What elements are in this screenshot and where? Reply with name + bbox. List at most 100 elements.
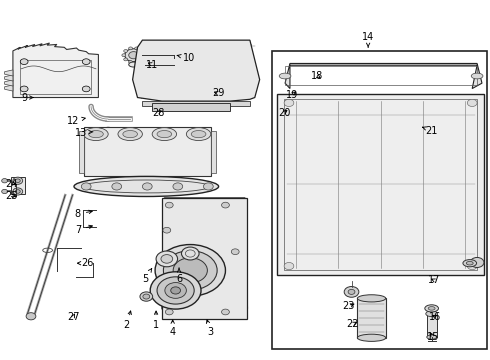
Text: 17: 17 [428,275,441,285]
Ellipse shape [105,130,111,134]
Ellipse shape [152,128,176,140]
Text: 15: 15 [427,332,440,342]
Bar [277,94,485,275]
Text: 22: 22 [346,319,359,329]
Bar [152,103,230,111]
Ellipse shape [293,115,303,122]
Polygon shape [133,40,260,101]
Bar [84,127,211,176]
Ellipse shape [140,292,153,301]
Text: 9: 9 [21,93,33,103]
Ellipse shape [157,131,171,138]
Ellipse shape [163,251,217,290]
Text: 16: 16 [429,312,441,322]
Ellipse shape [425,305,439,312]
Ellipse shape [466,261,473,265]
Bar [284,99,477,270]
Ellipse shape [124,50,128,53]
Ellipse shape [82,86,90,92]
Text: 6: 6 [176,268,182,284]
Ellipse shape [81,183,91,190]
Ellipse shape [124,58,128,61]
Polygon shape [162,198,247,319]
Ellipse shape [181,247,199,260]
Ellipse shape [165,283,186,298]
Bar [211,131,216,173]
Text: 18: 18 [311,71,323,81]
Ellipse shape [284,262,294,270]
Ellipse shape [165,202,173,208]
Text: 24: 24 [5,179,18,189]
Polygon shape [4,70,13,76]
Ellipse shape [84,128,108,140]
Bar [357,298,386,338]
Ellipse shape [357,334,386,341]
Ellipse shape [123,131,138,138]
Ellipse shape [427,335,437,339]
Ellipse shape [186,128,211,140]
Ellipse shape [13,188,23,195]
Ellipse shape [348,289,355,294]
Polygon shape [285,63,482,89]
Ellipse shape [471,73,483,79]
Ellipse shape [463,260,477,267]
Text: 25: 25 [5,191,18,201]
Ellipse shape [285,116,303,129]
Polygon shape [13,43,98,98]
Bar [285,66,477,85]
Ellipse shape [143,183,152,190]
Ellipse shape [467,99,477,107]
Ellipse shape [231,249,239,255]
Ellipse shape [1,179,7,183]
Ellipse shape [467,262,477,270]
Bar [11,177,25,194]
Ellipse shape [112,183,122,190]
Text: 12: 12 [67,116,85,126]
Ellipse shape [470,257,484,267]
Text: 2: 2 [123,311,131,330]
Ellipse shape [20,59,28,64]
Ellipse shape [118,128,143,140]
Ellipse shape [203,183,213,190]
Text: 14: 14 [362,32,374,47]
Ellipse shape [382,143,401,152]
Ellipse shape [26,313,36,320]
Ellipse shape [165,309,173,315]
Ellipse shape [135,47,139,50]
Ellipse shape [156,251,177,267]
Ellipse shape [74,176,219,197]
Text: 7: 7 [75,225,92,235]
Ellipse shape [128,60,132,63]
Ellipse shape [221,309,229,315]
Ellipse shape [122,54,126,57]
Ellipse shape [221,202,229,208]
Ellipse shape [284,99,294,107]
Ellipse shape [125,49,143,62]
Text: 21: 21 [422,126,438,135]
Ellipse shape [155,244,225,296]
Text: 3: 3 [206,320,214,337]
Ellipse shape [157,277,194,304]
Ellipse shape [142,54,146,57]
Bar [162,198,247,319]
Ellipse shape [82,59,90,64]
Bar [427,314,437,337]
Ellipse shape [143,294,150,299]
Ellipse shape [129,51,139,59]
Ellipse shape [171,287,180,294]
Ellipse shape [352,122,358,131]
Ellipse shape [428,307,435,310]
Text: 13: 13 [75,128,93,138]
Polygon shape [4,80,13,86]
Text: 11: 11 [146,59,158,69]
Text: 1: 1 [153,311,159,330]
Text: 19: 19 [286,90,298,100]
Text: 29: 29 [212,88,224,98]
Ellipse shape [163,227,171,233]
Bar [79,131,84,173]
Ellipse shape [290,120,298,126]
Bar [143,101,250,107]
Ellipse shape [344,287,359,297]
Text: 8: 8 [75,209,92,219]
Ellipse shape [13,177,23,184]
